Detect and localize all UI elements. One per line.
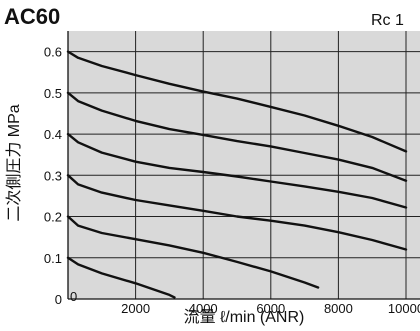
x-tick-label: 10000 [388, 301, 420, 316]
y-tick-label: 0.2 [44, 210, 62, 225]
x-axis-label: 流量 ℓ/min (ANR) [184, 308, 305, 326]
x-tick-label: 2000 [121, 301, 150, 316]
y-tick-label: 0.3 [44, 168, 62, 183]
y-tick-label: 0.5 [44, 86, 62, 101]
y-tick-labels: 0 0.1 0.2 0.3 0.4 0.5 0.6 [44, 45, 62, 307]
chart-title: AC60 [4, 4, 60, 29]
y-tick-label: 0.6 [44, 45, 62, 60]
port-size-label: Rc 1 [371, 12, 404, 29]
x-tick-label: 0 [70, 289, 77, 304]
y-tick-label: 0.4 [44, 127, 62, 142]
y-tick-label: 0 [55, 292, 62, 307]
y-tick-label: 0.1 [44, 251, 62, 266]
y-axis-label: 二次側圧力 MPa [5, 104, 23, 221]
x-tick-label: 8000 [324, 301, 353, 316]
